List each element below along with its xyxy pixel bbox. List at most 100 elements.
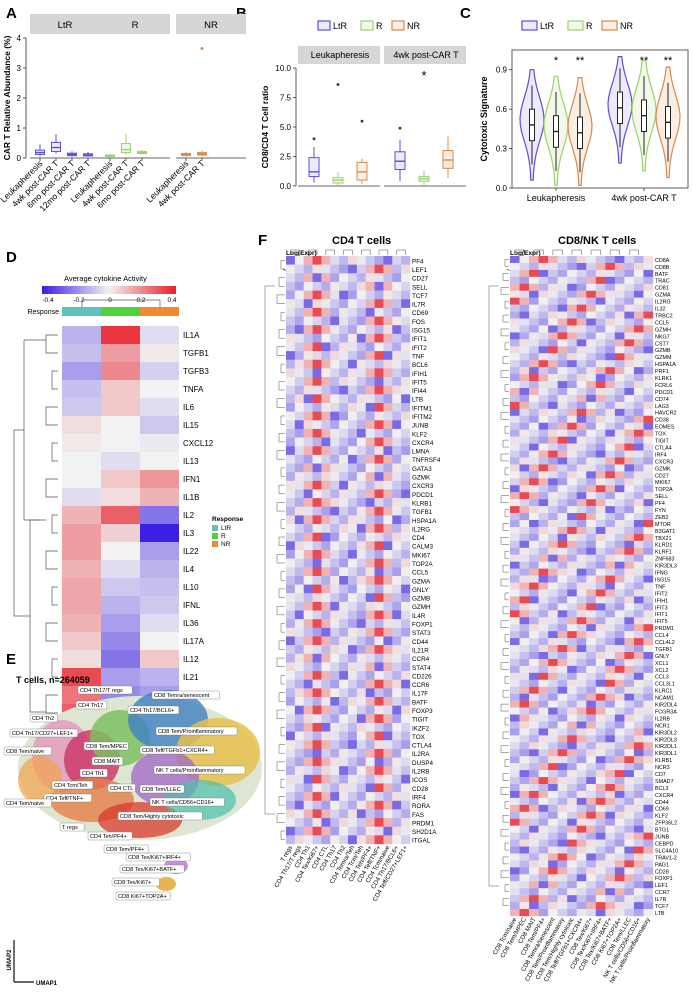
heatmap-cell bbox=[321, 532, 331, 542]
heatmap-cell bbox=[567, 464, 577, 472]
heatmap-cell bbox=[321, 800, 331, 810]
significance-mark: * bbox=[554, 55, 559, 67]
heatmap-cell bbox=[548, 520, 558, 528]
heatmap-cell bbox=[348, 420, 358, 430]
heatmap-cell bbox=[401, 766, 411, 776]
heatmap-cell bbox=[548, 526, 558, 535]
heatmap-cell bbox=[330, 420, 340, 430]
heatmap-cell bbox=[383, 722, 393, 732]
heatmap-cell bbox=[557, 610, 568, 618]
heatmap-cell bbox=[365, 498, 375, 507]
heatmap-cell bbox=[614, 339, 625, 347]
heatmap-cell bbox=[567, 339, 577, 347]
gene-label: BATF bbox=[412, 699, 428, 706]
heatmap-cell bbox=[605, 422, 616, 430]
heatmap-cell bbox=[529, 311, 539, 319]
heatmap-cell bbox=[576, 742, 587, 750]
heatmap-cell bbox=[557, 388, 568, 396]
cluster-label-box bbox=[87, 831, 133, 841]
gene-label: SLC4A10 bbox=[655, 848, 678, 854]
heatmap-cell bbox=[383, 281, 393, 291]
heatmap-cell bbox=[624, 311, 635, 319]
heatmap-cell bbox=[348, 480, 358, 490]
heatmap-cell bbox=[557, 909, 568, 917]
heatmap-cell bbox=[595, 763, 606, 771]
facet-label: Leukapheresis bbox=[311, 50, 370, 60]
heatmap-cell bbox=[595, 728, 606, 736]
heatmap-cell bbox=[586, 797, 596, 806]
heatmap-cell bbox=[383, 342, 393, 352]
heatmap-cell bbox=[510, 638, 520, 646]
heatmap-cell bbox=[321, 679, 331, 689]
heatmap-cell bbox=[633, 533, 644, 542]
heatmap-cell bbox=[567, 818, 577, 826]
heatmap-cell bbox=[557, 485, 568, 493]
heatmap-cell bbox=[294, 722, 304, 732]
heatmap-cell bbox=[519, 693, 530, 701]
heatmap-cell bbox=[339, 515, 349, 525]
heatmap-cell bbox=[595, 797, 606, 806]
heatmap-cell bbox=[595, 888, 606, 896]
heatmap-cell bbox=[510, 818, 520, 826]
heatmap-cell bbox=[529, 902, 539, 910]
heatmap-cell bbox=[548, 652, 558, 660]
heatmap-cell bbox=[614, 638, 625, 646]
heatmap-cell bbox=[529, 895, 539, 903]
scale-gradient-segment bbox=[44, 286, 47, 294]
heatmap-cell bbox=[643, 770, 654, 778]
heatmap-cell bbox=[624, 457, 635, 465]
heatmap-cell bbox=[633, 554, 644, 562]
heatmap-cell bbox=[294, 835, 304, 845]
heatmap-cell bbox=[348, 498, 358, 507]
heatmap-cell bbox=[624, 784, 635, 792]
heatmap-cell bbox=[624, 450, 635, 458]
dendrogram-branch bbox=[278, 329, 285, 339]
heatmap-cell bbox=[633, 749, 644, 757]
heatmap-cell bbox=[356, 463, 366, 473]
heatmap-cell bbox=[330, 498, 340, 507]
heatmap-cell bbox=[519, 860, 530, 868]
heatmap-cell bbox=[605, 513, 616, 521]
heatmap-cell bbox=[303, 567, 313, 577]
heatmap-cell bbox=[576, 540, 587, 548]
heatmap-cell bbox=[586, 846, 596, 854]
heatmap-cell bbox=[529, 652, 539, 660]
dendrogram-branch bbox=[81, 299, 161, 307]
heatmap-cell bbox=[557, 575, 568, 583]
heatmap-cell bbox=[595, 547, 606, 555]
scale-gradient-segment bbox=[53, 286, 56, 294]
heatmap-cell bbox=[643, 568, 654, 576]
heatmap-cell bbox=[101, 434, 140, 452]
scale-gradient-segment bbox=[135, 286, 139, 294]
heatmap-cell bbox=[339, 662, 349, 672]
heatmap-cell bbox=[595, 777, 606, 785]
heatmap-cell bbox=[365, 351, 375, 360]
tick-label-y: 2 bbox=[17, 94, 22, 103]
heatmap-cell bbox=[538, 749, 549, 757]
heatmap-cell bbox=[339, 299, 349, 309]
heatmap-cell bbox=[321, 472, 331, 482]
scale-gradient-segment bbox=[126, 286, 130, 294]
heatmap-cell bbox=[586, 381, 596, 389]
heatmap-cell bbox=[348, 506, 358, 516]
heatmap-cell bbox=[605, 353, 616, 361]
heatmap-cell bbox=[365, 679, 375, 689]
heatmap-cell bbox=[330, 281, 340, 291]
heatmap-cell bbox=[633, 735, 644, 743]
heatmap-cell bbox=[576, 325, 587, 333]
dendrogram-branch bbox=[51, 442, 58, 462]
heatmap-cell bbox=[643, 742, 654, 750]
panel-label-c: C bbox=[460, 5, 471, 22]
heatmap-cell bbox=[595, 693, 606, 701]
scale-gradient-segment bbox=[104, 286, 107, 294]
heatmap-cell bbox=[643, 735, 654, 743]
heatmap-cell bbox=[294, 411, 304, 421]
heatmap-cell bbox=[643, 686, 654, 694]
scale-gradient-segment bbox=[122, 286, 125, 294]
heatmap-cell bbox=[576, 818, 587, 826]
gene-label: ISG15 bbox=[655, 577, 670, 583]
gene-label: IL2RG bbox=[655, 300, 671, 306]
cluster-label-box bbox=[9, 728, 78, 738]
heatmap-cell bbox=[348, 377, 358, 386]
heatmap-cell bbox=[339, 558, 349, 568]
